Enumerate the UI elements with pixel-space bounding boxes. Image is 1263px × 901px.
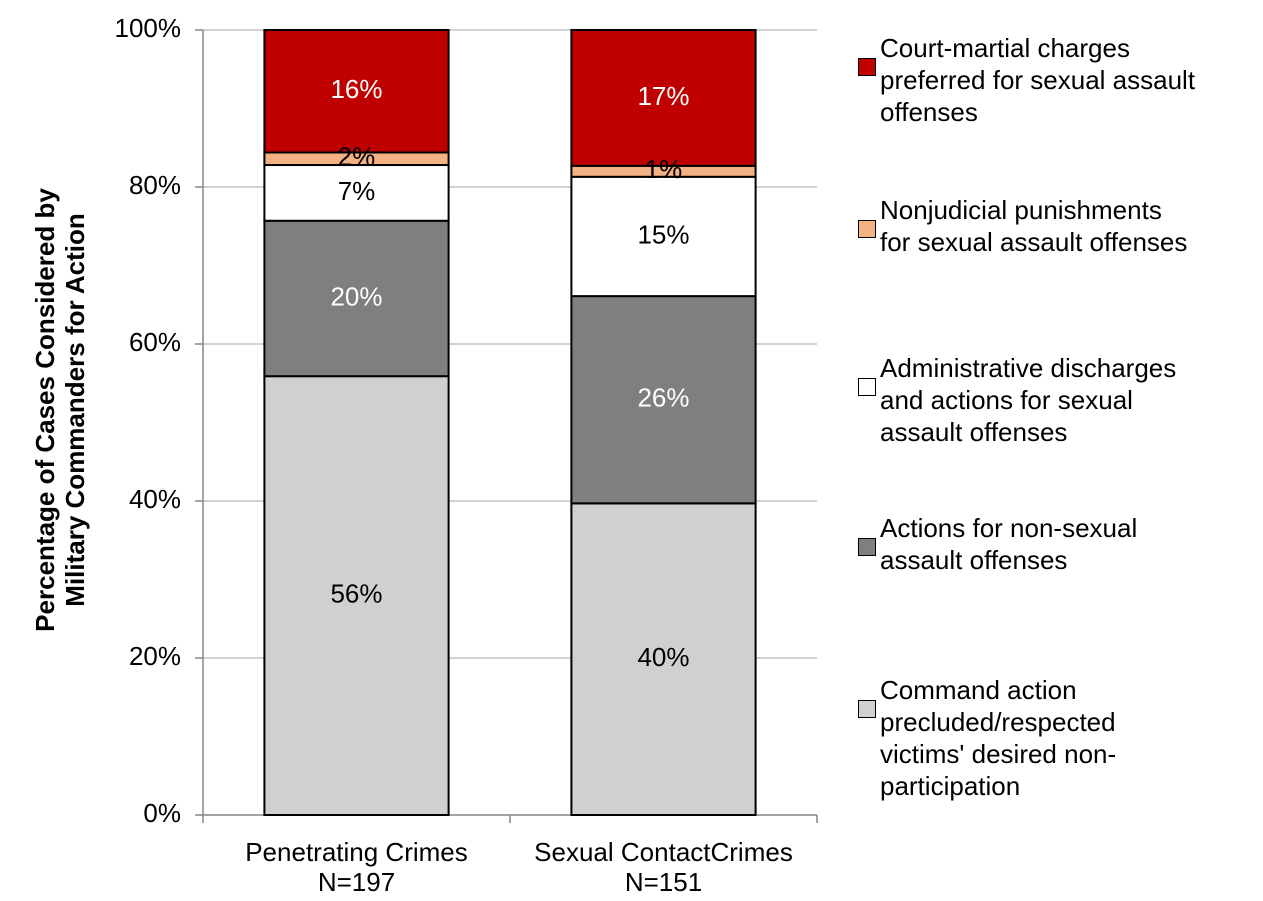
legend-swatch (858, 378, 876, 396)
y-tick-label: 80% (129, 170, 181, 200)
bar-segment (570, 295, 757, 505)
legend-label: Court-martial charges preferred for sexu… (880, 33, 1196, 127)
y-tick-label: 0% (143, 798, 181, 828)
legend-label: Actions for non-sexual assault offenses (880, 513, 1138, 575)
bar-segment (263, 29, 450, 154)
data-label: 40% (637, 642, 689, 672)
legend-label: Nonjudicial punishments for sexual assau… (880, 195, 1188, 257)
data-label: 7% (338, 176, 376, 206)
y-tick-label: 100% (115, 13, 182, 43)
y-tick-label: 60% (129, 327, 181, 357)
legend-swatch (858, 700, 876, 718)
bar-segment (570, 175, 757, 298)
x-tick-label: Sexual ContactCrimes N=151 (534, 837, 793, 897)
bar-segment (263, 164, 450, 222)
legend-label: Administrative discharges and actions fo… (880, 353, 1177, 447)
data-label: 2% (338, 142, 376, 172)
legend-label: Command action precluded/respected victi… (880, 675, 1117, 801)
data-label: 16% (330, 74, 382, 104)
data-label: 1% (645, 154, 683, 184)
bar-segment (570, 29, 757, 167)
bar-segment (263, 219, 450, 378)
legend-swatch (858, 538, 876, 556)
data-label: 17% (637, 81, 689, 111)
data-label: 15% (637, 219, 689, 249)
data-label: 56% (330, 578, 382, 608)
y-axis-title: Percentage of Cases Considered by Milita… (30, 188, 90, 632)
y-tick-label: 40% (129, 484, 181, 514)
x-tick-label: Penetrating Crimes N=197 (245, 837, 468, 897)
legend-swatch (858, 220, 876, 238)
y-tick-label: 20% (129, 641, 181, 671)
bar-segment (570, 502, 757, 816)
legend-swatch (858, 58, 876, 76)
data-label: 26% (637, 383, 689, 413)
data-label: 20% (330, 281, 382, 311)
